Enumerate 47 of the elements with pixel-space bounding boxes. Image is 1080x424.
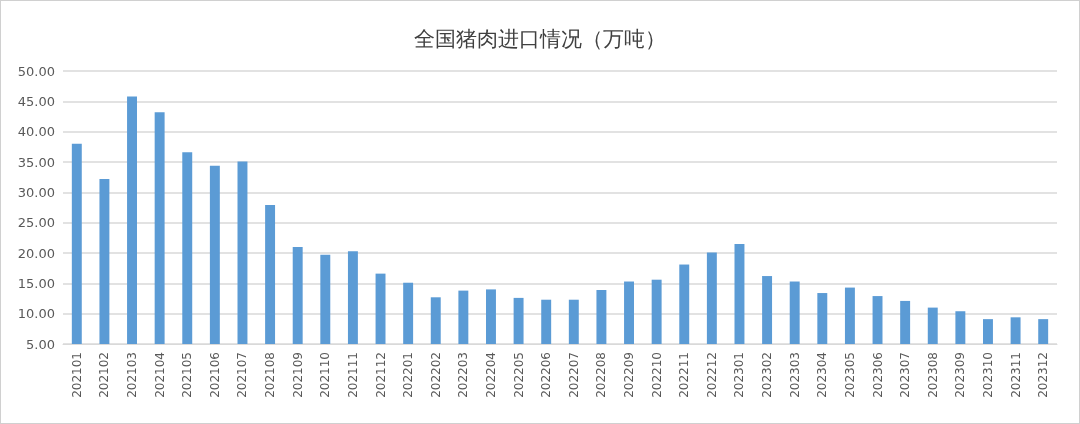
x-tick-label: 202112 xyxy=(373,352,388,398)
y-tick-label: 50.00 xyxy=(17,63,55,79)
x-tick-label: 202106 xyxy=(207,352,222,398)
x-tick-label: 202107 xyxy=(235,352,250,398)
x-tick-label: 202201 xyxy=(401,352,416,398)
x-tick-label: 202103 xyxy=(125,352,140,398)
x-tick-label: 202309 xyxy=(953,352,968,398)
x-tick-label: 202208 xyxy=(594,352,609,398)
x-tick-label: 202306 xyxy=(870,352,885,398)
x-tick-label: 202305 xyxy=(842,352,857,398)
y-tick-label: 10.00 xyxy=(17,306,55,322)
x-tick-label: 202204 xyxy=(483,352,498,398)
y-tick-label: 15.00 xyxy=(17,275,55,291)
x-tick-label: 202102 xyxy=(97,352,112,398)
x-tick-label: 202203 xyxy=(456,352,471,398)
x-tick-label: 202303 xyxy=(787,352,802,398)
x-tick-label: 202308 xyxy=(925,352,940,398)
y-tick-label: 40.00 xyxy=(17,124,55,140)
x-tick-label: 202205 xyxy=(511,352,526,398)
y-tick-label: 45.00 xyxy=(17,93,55,109)
x-tick-label: 202111 xyxy=(345,352,360,398)
x-tick-label: 202101 xyxy=(69,352,84,398)
x-tick-label: 202207 xyxy=(566,352,581,398)
x-tick-label: 202104 xyxy=(152,352,167,398)
x-tick-label: 202108 xyxy=(263,352,278,398)
y-tick-label: 30.00 xyxy=(17,184,55,200)
x-tick-label: 202202 xyxy=(428,352,443,398)
x-tick-label: 202304 xyxy=(815,352,830,398)
x-tick-label: 202210 xyxy=(649,352,664,398)
y-tick-label: 20.00 xyxy=(17,245,55,261)
x-tick-label: 202109 xyxy=(290,352,305,398)
x-tick-label: 202301 xyxy=(732,352,747,398)
x-tick-label: 202310 xyxy=(980,352,995,398)
x-tick-label: 202110 xyxy=(318,352,333,398)
y-tick-label: 25.00 xyxy=(17,215,55,231)
x-tick-label: 202212 xyxy=(704,352,719,398)
y-tick-label: 5.00 xyxy=(26,336,55,352)
x-tick-label: 202105 xyxy=(180,352,195,398)
x-tick-label: 202206 xyxy=(539,352,554,398)
x-tick-label: 202209 xyxy=(622,352,637,398)
x-tick-label: 202307 xyxy=(898,352,913,398)
x-tick-label: 202302 xyxy=(760,352,775,398)
x-tick-label: 202211 xyxy=(677,352,692,398)
y-tick-label: 35.00 xyxy=(17,154,55,170)
x-tick-label: 202312 xyxy=(1036,352,1051,398)
chart-title: 全国猪肉进口情况（万吨） xyxy=(414,26,666,51)
x-tick-label: 202311 xyxy=(1008,352,1023,398)
